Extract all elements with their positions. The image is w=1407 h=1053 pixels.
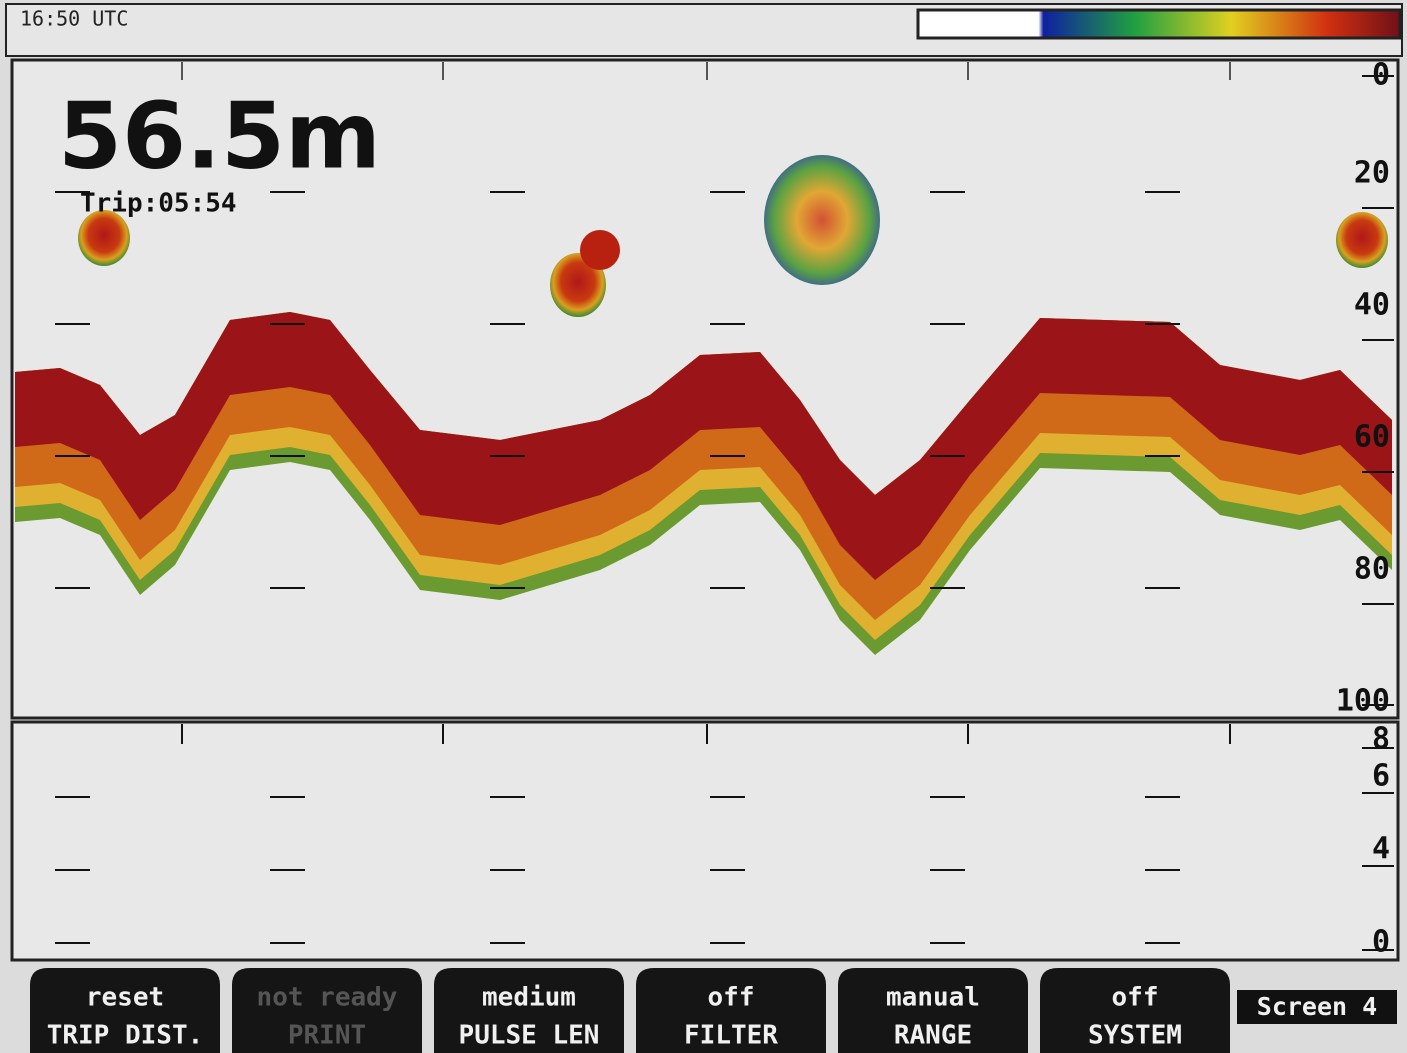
lower-panel xyxy=(12,722,1398,960)
depth-tick: 40 xyxy=(1354,288,1390,323)
softkey-label: RANGE xyxy=(894,1021,972,1051)
softkey[interactable]: manual RANGE xyxy=(838,968,1028,1053)
lower-tick: 4 xyxy=(1372,832,1390,867)
softkey[interactable]: reset TRIP DIST. xyxy=(30,968,220,1053)
trip-readout: Trip:05:54 xyxy=(80,189,237,219)
softkey-value: reset xyxy=(86,983,164,1013)
fish-school xyxy=(580,230,620,270)
softkey-label: SYSTEM xyxy=(1088,1021,1182,1051)
depth-tick: 0 xyxy=(1372,58,1390,93)
softkey[interactable]: medium PULSE LEN xyxy=(434,968,624,1053)
fish-school xyxy=(1336,212,1388,268)
softkey-value: off xyxy=(1112,983,1159,1013)
softkey-value: manual xyxy=(886,983,980,1013)
time: 16:50 UTC xyxy=(20,7,128,31)
lower-tick: 0 xyxy=(1372,925,1390,960)
depth-tick: 20 xyxy=(1354,156,1390,191)
color-bar xyxy=(918,10,1400,38)
softkey-value: off xyxy=(708,983,755,1013)
softkey-label: PULSE LEN xyxy=(459,1021,600,1051)
softkey-label: PRINT xyxy=(288,1021,366,1051)
softkey[interactable]: off SYSTEM xyxy=(1040,968,1230,1053)
lower-tick: 6 xyxy=(1372,759,1390,794)
softkey[interactable]: off FILTER xyxy=(636,968,826,1053)
softkey-value: not ready xyxy=(257,983,398,1013)
depth-tick: 60 xyxy=(1354,420,1390,455)
depth-readout: 56.5m xyxy=(58,82,381,189)
screen-label: Screen 4 xyxy=(1257,992,1377,1021)
softkey[interactable]: not ready PRINT xyxy=(232,968,422,1053)
softkey-value: medium xyxy=(482,983,576,1013)
softkey-label: FILTER xyxy=(684,1021,778,1051)
depth-tick: 100 xyxy=(1336,684,1390,719)
fish-school xyxy=(764,155,880,285)
depth-tick: 80 xyxy=(1354,552,1390,587)
lower-tick: 8 xyxy=(1372,722,1390,757)
sonar-screen: 16:50 UTC 56.5m Trip:05:54 0 20 40 60 80… xyxy=(0,0,1407,1053)
softkey-label: TRIP DIST. xyxy=(47,1021,204,1051)
